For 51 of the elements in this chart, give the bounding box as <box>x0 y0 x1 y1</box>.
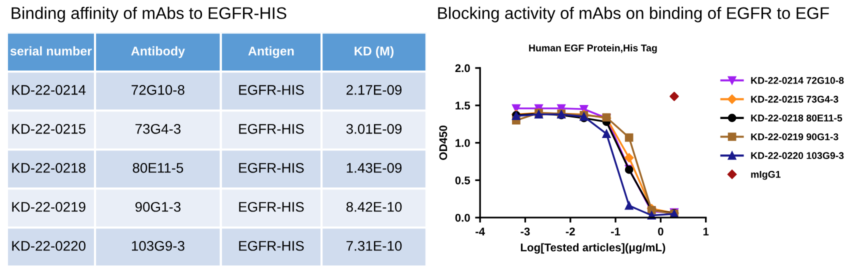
text: 7.31E-10 <box>346 240 402 251</box>
text: 73G4-3 <box>136 124 181 134</box>
point <box>624 133 634 142</box>
text: 90G1-3 <box>135 202 181 212</box>
text: KD-22-0214 <box>12 85 86 95</box>
y-tick-label: 1.5 <box>456 102 470 110</box>
text: EGFR-HIS <box>239 202 304 212</box>
x-tick-label: -4 <box>476 228 485 236</box>
legend-label: KD-22-0214 72G10-8 <box>751 77 844 84</box>
y-tick-label: 1.0 <box>456 139 470 147</box>
text: Binding affinity of mAbs to EGFR-HIS <box>12 6 286 22</box>
point <box>624 201 634 210</box>
x-tick-label: 0 <box>658 228 664 236</box>
legend-label: KD-22-0215 73G4-3 <box>751 96 838 103</box>
text: 8.42E-10 <box>346 202 402 212</box>
x-tick-label: -2 <box>566 228 575 236</box>
chart-title: Blocking activity of mAbs on binding of EGFR to EGF <box>438 6 829 22</box>
y-tick-label: 0.5 <box>455 176 470 184</box>
text: 80E11-5 <box>132 162 184 173</box>
text: KD-22-0220 <box>12 240 86 251</box>
x-tick-label: 1 <box>703 228 709 236</box>
x-tick-label: -3 <box>520 228 530 236</box>
text: EGFR-HIS <box>239 162 304 173</box>
text: 1.43E-09 <box>346 162 402 173</box>
text: KD-22-0218 <box>12 162 86 173</box>
y-axis-title: OD450 <box>439 126 448 160</box>
text: KD-22-0219 <box>12 202 86 212</box>
legend-label: KD-22-0218 80E11-5 <box>751 114 842 122</box>
category-label: KD (M) <box>354 46 394 58</box>
category-label: serial number <box>10 46 92 56</box>
legend-label: KD-22-0219 90G1-3 <box>751 133 838 140</box>
text: 103G9-3 <box>132 240 184 251</box>
point <box>602 130 611 138</box>
text: 2.17E-09 <box>346 85 402 95</box>
y-tick-label: 2.0 <box>455 64 470 72</box>
chart-subtitle: Human EGF Protein,His Tag <box>529 44 657 54</box>
text: KD-22-0215 <box>12 124 86 134</box>
x-axis-title: Log[Tested articles](μg/mL) <box>520 243 666 254</box>
point <box>670 92 679 102</box>
category-label: Antigen <box>248 46 294 58</box>
text: 3.01E-09 <box>346 124 402 134</box>
x-tick-label: -1 <box>611 228 620 236</box>
text: EGFR-HIS <box>239 124 304 134</box>
point <box>624 153 634 162</box>
legend-label: mIgG1 <box>751 170 781 180</box>
text: EGFR-HIS <box>239 85 304 95</box>
y-tick-label: 0.0 <box>455 214 470 222</box>
text: EGFR-HIS <box>239 240 304 251</box>
category-label: Antibody <box>131 46 185 58</box>
legend-label: KD-22-0220 103G9-3 <box>751 152 844 160</box>
text: 72G10-8 <box>132 85 184 95</box>
